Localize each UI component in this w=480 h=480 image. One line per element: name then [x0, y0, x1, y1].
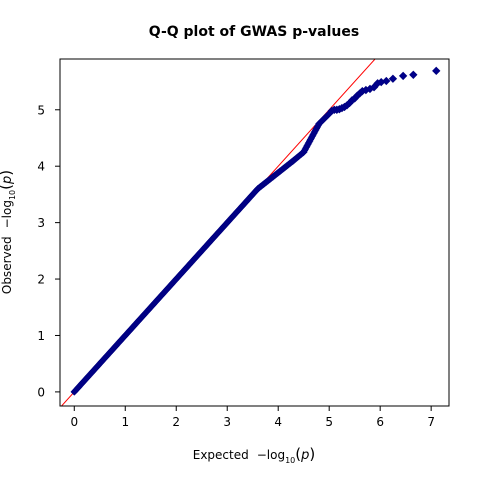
x-tick-label: 4 [274, 415, 282, 429]
data-point [388, 74, 398, 83]
y-tick-label: 5 [37, 103, 45, 117]
x-tick-label: 3 [223, 415, 231, 429]
y-tick-label: 0 [37, 385, 45, 399]
y-tick-label: 3 [37, 216, 45, 230]
x-axis-label-open: ( [295, 445, 301, 463]
x-tick-label: 1 [121, 415, 129, 429]
x-axis-label-prefix: Expected [193, 448, 249, 462]
x-axis-label-close: ) [309, 445, 315, 463]
y-axis-label-minus: −log [0, 200, 14, 228]
x-axis-label-sub: 10 [285, 456, 295, 465]
data-point [398, 71, 408, 81]
data-point [382, 76, 391, 86]
data-point [432, 66, 441, 76]
x-axis-label-minus: −log [257, 448, 285, 462]
y-tick-label: 2 [37, 273, 45, 287]
x-tick-label: 0 [70, 415, 78, 429]
x-tick-label: 2 [172, 415, 180, 429]
y-tick-label: 4 [37, 160, 45, 174]
y-axis-label: Observed −log10(p) [0, 170, 17, 294]
y-axis-label-open: ( [0, 184, 15, 190]
y-axis-label-sub: 10 [8, 190, 17, 200]
x-tick-label: 5 [325, 415, 333, 429]
x-axis-label: Expected −log10(p) [193, 445, 316, 465]
y-axis-label-close: ) [0, 170, 15, 176]
plot-frame [59, 58, 450, 407]
x-tick-label: 7 [427, 415, 435, 429]
x-axis-label-var: p [300, 448, 309, 463]
x-tick-label: 6 [376, 415, 384, 429]
chart-title: Q-Q plot of GWAS p-values [149, 24, 359, 40]
y-tick-label: 1 [37, 329, 45, 343]
y-axis-label-var: p [0, 176, 15, 185]
data-point [409, 70, 418, 79]
y-axis-label-prefix: Observed [0, 236, 14, 294]
